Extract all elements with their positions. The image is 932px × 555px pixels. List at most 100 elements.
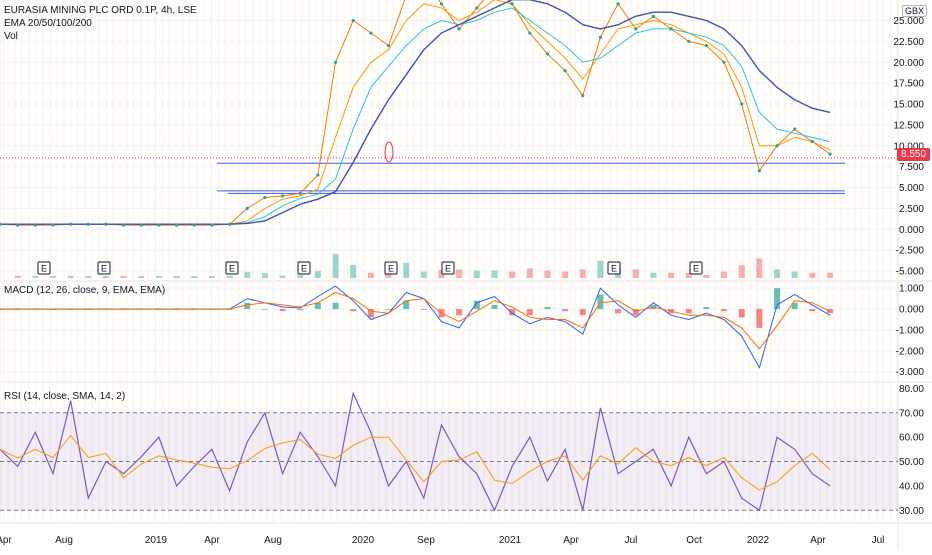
breakout-marker [384,141,394,163]
session-shade [763,0,765,523]
x-tick-label: 2021 [499,535,522,546]
price-point [457,27,461,31]
x-tick-label: Aug [55,535,73,546]
session-shade [175,0,177,523]
currency-label[interactable]: GBX [902,5,928,17]
session-shade [623,0,625,523]
session-shade [203,0,205,523]
volume-bar [32,276,39,278]
session-shade [350,0,352,523]
macd-histogram-bar [279,309,286,312]
x-tick-label: Apr [204,535,220,546]
volume-bar [827,272,833,278]
session-shade [476,0,478,523]
session-shade [147,0,149,523]
y-tick-label: -2.000 [896,346,925,357]
macd-histogram-bar [403,300,410,310]
session-shade [133,0,135,523]
volume-bar [191,276,198,278]
macd-histogram-bar [261,309,268,310]
price-point [227,222,232,226]
price-point [616,2,620,6]
x-tick-label: Aug [264,535,282,546]
session-shade [420,0,422,523]
price-point [828,152,832,156]
macd-histogram-bar [244,302,251,310]
volume-bar [279,275,286,278]
session-shade [245,0,247,523]
price-point [810,139,814,144]
session-shade [504,0,506,523]
macd-histogram-bar [420,309,427,310]
price-point [174,223,179,227]
x-tick-label: Jul [872,535,885,546]
price-point [475,6,479,10]
session-shade [7,0,9,523]
volume-bar [14,275,21,278]
session-shade [441,0,443,523]
y-tick-label: 10.000 [893,141,924,152]
macd-histogram-bar [473,300,480,310]
macd-histogram-bar [597,294,604,310]
price-point [333,60,338,64]
price-point [86,222,90,226]
session-shade [798,0,800,523]
session-shade [336,0,338,523]
price-point [122,223,126,227]
earnings-marker-box [607,261,621,275]
volume-bar [668,272,675,278]
y-tick-label: -5.000 [896,267,925,278]
session-shade [497,0,499,523]
volume-bar [791,271,798,278]
session-shade [371,0,373,523]
session-shade [672,0,674,523]
session-shade [665,0,667,523]
session-shade [546,0,548,523]
session-shade [868,0,870,523]
macd-histogram-bar [774,288,781,310]
session-shade [721,0,723,523]
macd-histogram-bar [756,309,763,328]
macd-histogram-bar [809,309,816,312]
session-shade [189,0,191,523]
session-shade [35,0,37,523]
y-tick-label: 12.500 [893,120,924,131]
session-shade [581,0,583,523]
earnings-marker: E [445,264,451,274]
macd-histogram-bar [544,306,551,310]
y-tick-label: 22.500 [893,37,924,48]
session-shade [252,0,254,523]
session-shade [112,0,114,523]
session-shade [812,0,814,523]
session-shade [126,0,128,523]
macd-histogram-bar [350,309,357,312]
volume-bar [120,275,127,278]
volume-bar [297,275,304,278]
session-shade [161,0,163,523]
y-tick-label: 1.000 [899,284,924,295]
price-point [722,60,726,64]
earnings-marker-box [37,261,51,275]
x-tick-label: Jul [625,535,638,546]
session-shade [854,0,856,523]
price-point [263,195,267,200]
session-shade [84,0,86,523]
session-shade [196,0,198,523]
session-shade [434,0,436,523]
session-shade [91,0,93,523]
session-shade [553,0,555,523]
y-tick-label: 5.000 [899,183,924,194]
volume-bar [438,269,445,278]
rsi-sma-line [0,434,831,491]
volume-bar [456,269,463,278]
macd-histogram-bar [526,309,533,316]
session-shade [833,0,835,523]
y-tick-label: 15.000 [893,100,924,111]
session-shade [357,0,359,523]
chart-title: EURASIA MINING PLC ORD 0.1P, 4h, LSE [4,5,197,16]
volume-bar [756,258,763,278]
volume-bar [85,276,92,278]
volume-bar [173,276,180,278]
session-shade [140,0,142,523]
